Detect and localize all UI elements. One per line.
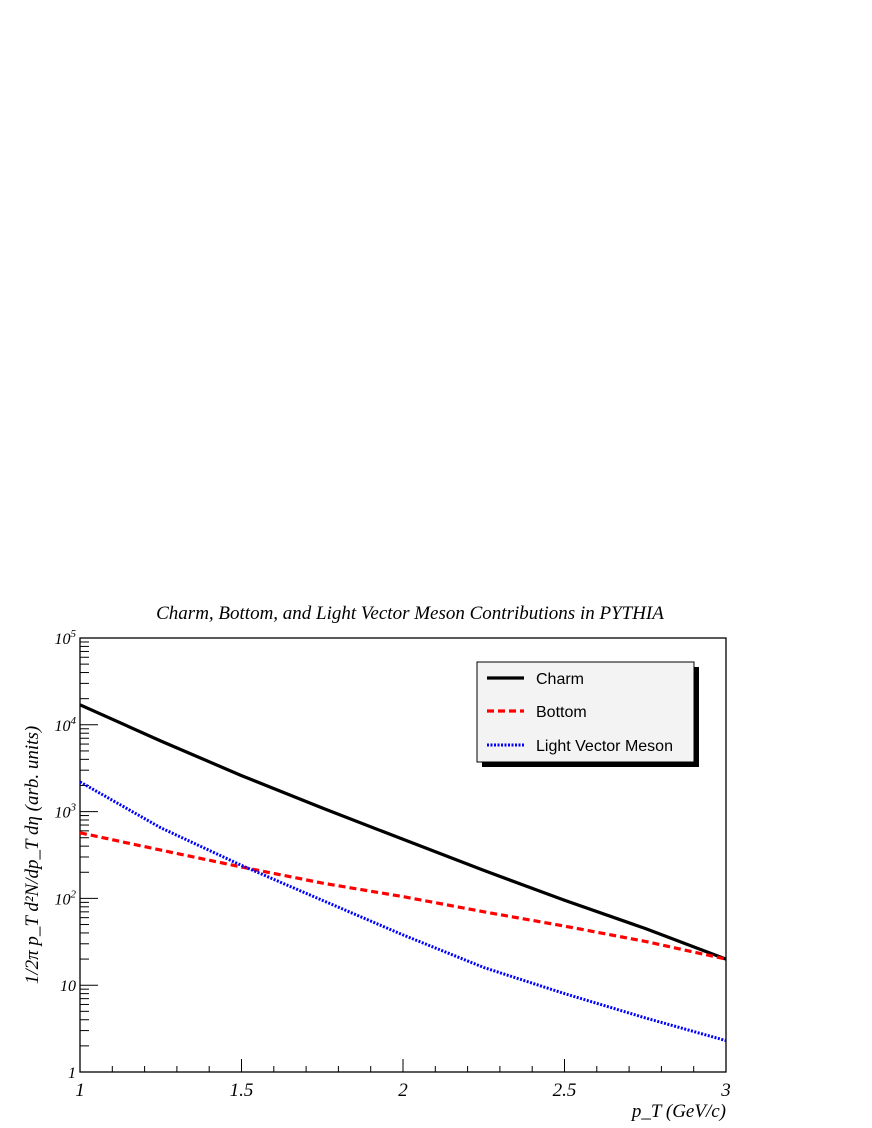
y-tick-label: 102 (55, 888, 77, 908)
x-axis-label: p_T (GeV/c) (630, 1101, 726, 1122)
y-axis-ticks: 1 10 102 103 104 105 (55, 628, 98, 1082)
x-tick-label: 2.5 (553, 1080, 577, 1101)
x-tick-label: 2 (398, 1080, 408, 1101)
series-line-charm (79, 703, 727, 961)
x-tick-label: 1 (75, 1080, 85, 1101)
y-tick-label: 103 (55, 802, 77, 822)
legend-label: Light Vector Meson (536, 738, 673, 755)
series-line-bottom (79, 831, 727, 961)
y-tick-label: 1 (68, 1065, 76, 1082)
legend-label: Bottom (536, 704, 587, 721)
chart-title: Charm, Bottom, and Light Vector Meson Co… (156, 603, 664, 624)
series-line-light-vector-meson (79, 780, 727, 1043)
y-axis-label: 1/2π p_T d²N/dp_T dη (arb. units) (22, 726, 43, 984)
y-tick-label: 105 (55, 628, 77, 648)
series-layer (79, 703, 727, 1043)
x-axis-ticks: 1 1.5 2 2.5 3 (75, 1059, 731, 1101)
legend: Charm Bottom Light Vector Meson (476, 661, 699, 767)
y-tick-label: 104 (55, 715, 77, 735)
y-tick-label: 10 (60, 978, 76, 995)
x-tick-label: 1.5 (230, 1080, 254, 1101)
legend-label: Charm (536, 671, 584, 688)
x-tick-label: 3 (720, 1080, 731, 1101)
